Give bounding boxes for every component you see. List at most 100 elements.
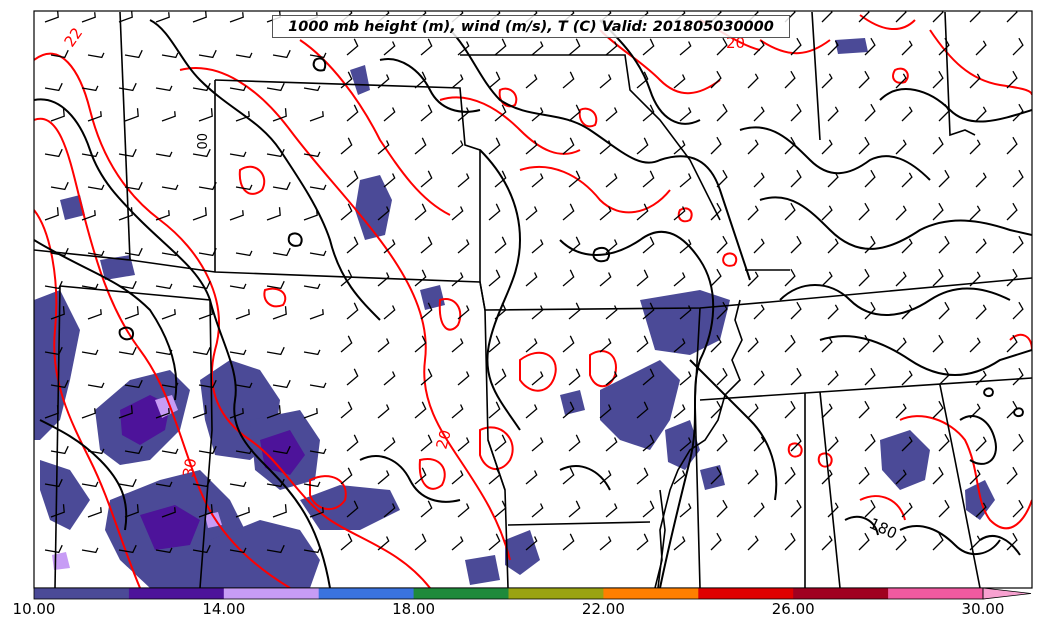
wind-barb [938,367,950,386]
wind-barb [716,367,728,386]
wind-barb [858,532,870,551]
wind-barb [494,302,507,320]
wind-barb [710,334,722,353]
wind-barb [494,38,507,56]
wind-barb [753,436,765,452]
wind-barb [44,346,63,356]
wind-barb [457,107,470,122]
wind-barb [821,205,833,221]
wind-barb [155,481,173,488]
wind-barb [229,151,247,158]
wind-barb [525,338,538,353]
wind-barb [821,535,833,551]
wind-barb [864,433,876,452]
wind-barb [161,52,179,59]
wind-barb [605,41,618,56]
wind-barb [679,239,692,254]
wind-barb [414,269,427,287]
wind-barb [525,272,538,287]
wind-barb [346,302,359,320]
wind-barb [753,238,765,254]
wind-barb [457,305,470,320]
wind-barb [895,337,907,353]
wind-barb [858,11,870,23]
wind-barb [451,338,464,353]
wind-barb [303,283,321,290]
wind-barb [864,103,876,122]
wind-barb [383,173,396,188]
wind-barb [44,148,63,158]
wind-barb [636,203,649,221]
wind-barb [44,478,63,488]
wind-barb [568,302,581,320]
wind-barb [414,467,427,485]
wind-barb [568,434,581,452]
height-contours [34,19,1032,588]
wind-barb [229,547,247,554]
wind-barb [969,139,981,155]
wind-barb [457,371,470,386]
wind-speed-shading [34,38,995,588]
wind-barb [716,301,728,320]
wind-barb [383,371,396,386]
wind-barb [975,238,987,254]
wind-barb [303,349,321,356]
wind-barb [420,170,433,188]
wind-barb [87,507,102,518]
wind-barb [155,210,170,221]
wind-barb [716,433,728,452]
colorbar-segment [603,588,699,599]
wind-barb [87,250,105,257]
wind-barb [488,269,501,287]
wind-barb [414,335,427,353]
wind-barb [636,269,649,287]
colorbar-tick-label: 14.00 [202,600,246,618]
wind-barb [1012,169,1024,188]
wind-barb [562,533,575,551]
wind-barb [81,547,99,554]
wind-barb [975,502,987,518]
wind-barb [784,136,796,155]
wind-barb [1006,400,1018,419]
colorbar-segment [698,588,794,599]
wind-barb [192,11,207,23]
wind-barb [753,106,765,122]
wind-barb [673,74,686,89]
wind-barb [673,536,686,551]
wind-barb [753,370,765,386]
wind-barb [266,148,285,158]
wind-barb [87,309,102,320]
wind-barb [457,437,470,452]
wind-barb [932,202,944,221]
wind-barb [494,434,507,452]
wind-barb [642,170,655,188]
wind-barb [821,271,833,287]
wind-barb [932,466,944,485]
wind-barb [938,235,950,254]
wind-barb [827,370,839,386]
wind-barb [272,379,291,389]
wind-barb [827,238,839,254]
wind-barb [790,499,802,518]
wind-barb [710,400,722,419]
wind-barb [87,52,105,59]
wind-barb [790,433,802,452]
wind-barb [272,504,287,518]
wind-barb [710,466,722,485]
wind-barb [272,49,291,59]
wind-barb [488,401,501,419]
wind-barb [340,269,353,287]
wind-barb [488,71,501,89]
wind-barb [272,181,291,191]
wind-barb [377,470,390,485]
wind-barb [599,470,612,485]
colorbar-tick-label: 10.00 [12,600,56,618]
wind-barb [642,500,655,518]
wind-barb [192,280,211,290]
wind-barb [198,306,213,320]
wind-barb [710,268,722,287]
wind-barb [266,544,285,554]
river-boundary [654,299,743,588]
wind-barb [642,104,655,122]
